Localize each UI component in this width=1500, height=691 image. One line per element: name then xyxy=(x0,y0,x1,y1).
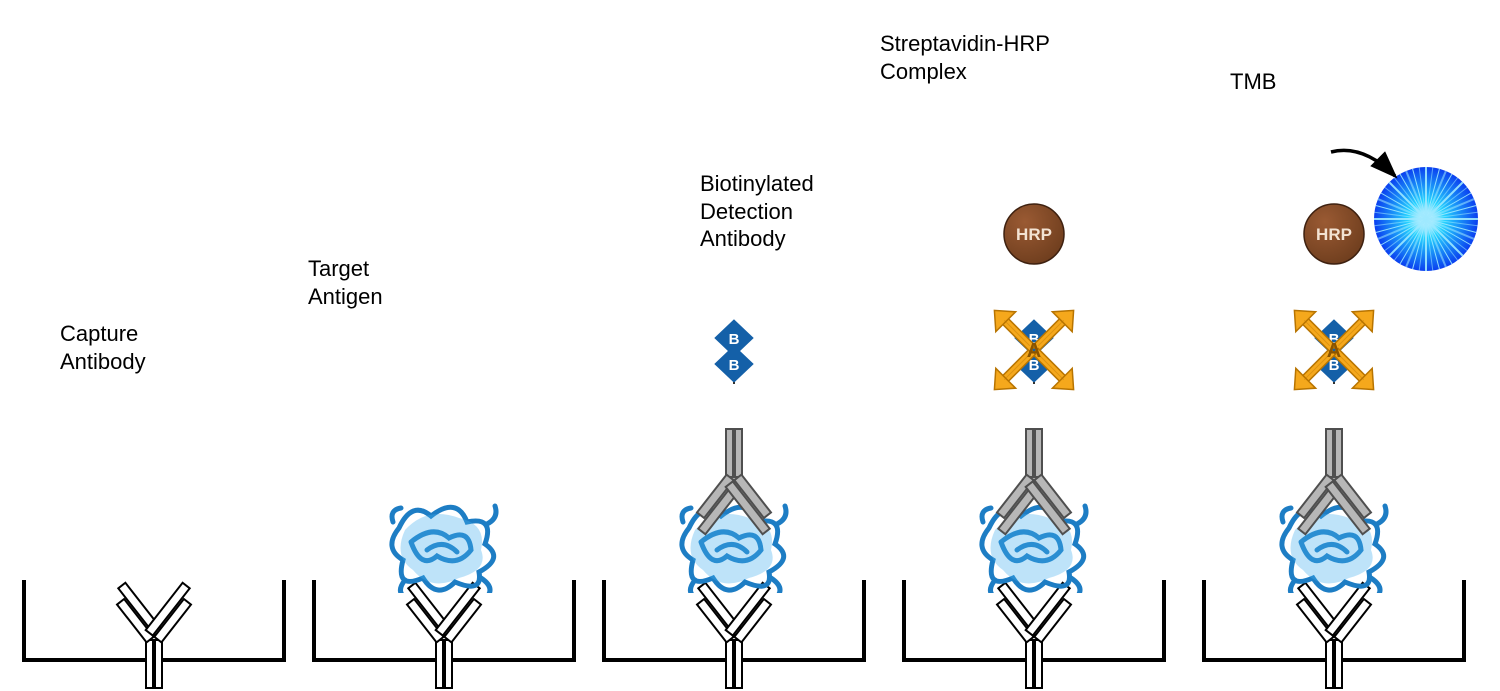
elisa-stage: B B A xyxy=(1200,20,1468,580)
elisa-stage xyxy=(20,20,288,580)
svg-text:HRP: HRP xyxy=(1316,225,1352,244)
svg-text:B: B xyxy=(729,331,740,348)
svg-text:A: A xyxy=(1027,340,1041,362)
svg-text:HRP: HRP xyxy=(1016,225,1052,244)
elisa-stage: B B xyxy=(600,20,868,580)
elisa-stage: B B A xyxy=(900,20,1168,580)
label-antigen: TargetAntigen xyxy=(308,255,383,310)
svg-text:B: B xyxy=(729,357,740,374)
svg-text:A: A xyxy=(1327,340,1341,362)
label-detection: BiotinylatedDetectionAntibody xyxy=(700,170,814,253)
label-capture: CaptureAntibody xyxy=(60,320,146,375)
label-tmb: TMB xyxy=(1230,68,1276,96)
label-strep: Streptavidin-HRPComplex xyxy=(880,30,1050,85)
